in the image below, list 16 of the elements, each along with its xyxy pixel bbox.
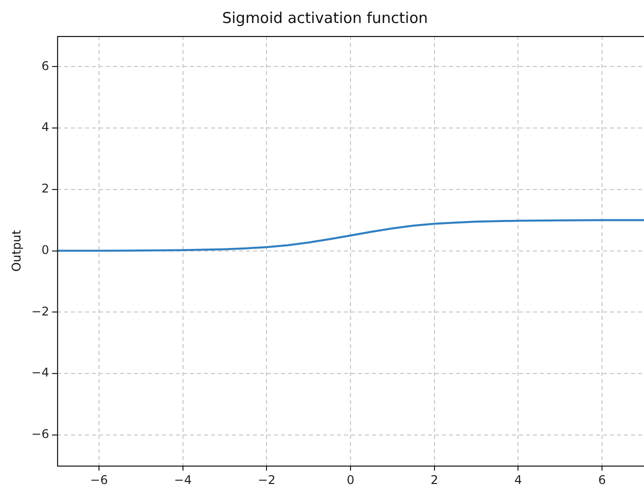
x-tick-label: 6	[598, 472, 606, 487]
x-tick-label: 0	[346, 472, 354, 487]
y-tick-label: 4	[41, 120, 50, 134]
y-axis-title: Output	[9, 230, 24, 272]
y-tick-label: −4	[31, 366, 50, 380]
y-tick-label: 0	[41, 242, 50, 257]
x-tick-label: 4	[514, 472, 522, 487]
y-tick-label: −2	[31, 304, 50, 318]
chart-title: Sigmoid activation function	[222, 8, 428, 27]
y-tick-label: 6	[41, 58, 50, 73]
y-tick-label: 2	[41, 182, 50, 196]
x-tick-label: −6	[90, 472, 108, 487]
y-tick-label: −6	[31, 427, 50, 442]
x-tick-label: 2	[430, 472, 438, 487]
x-tick-label: −4	[174, 472, 192, 487]
x-tick-label: −2	[258, 472, 276, 487]
